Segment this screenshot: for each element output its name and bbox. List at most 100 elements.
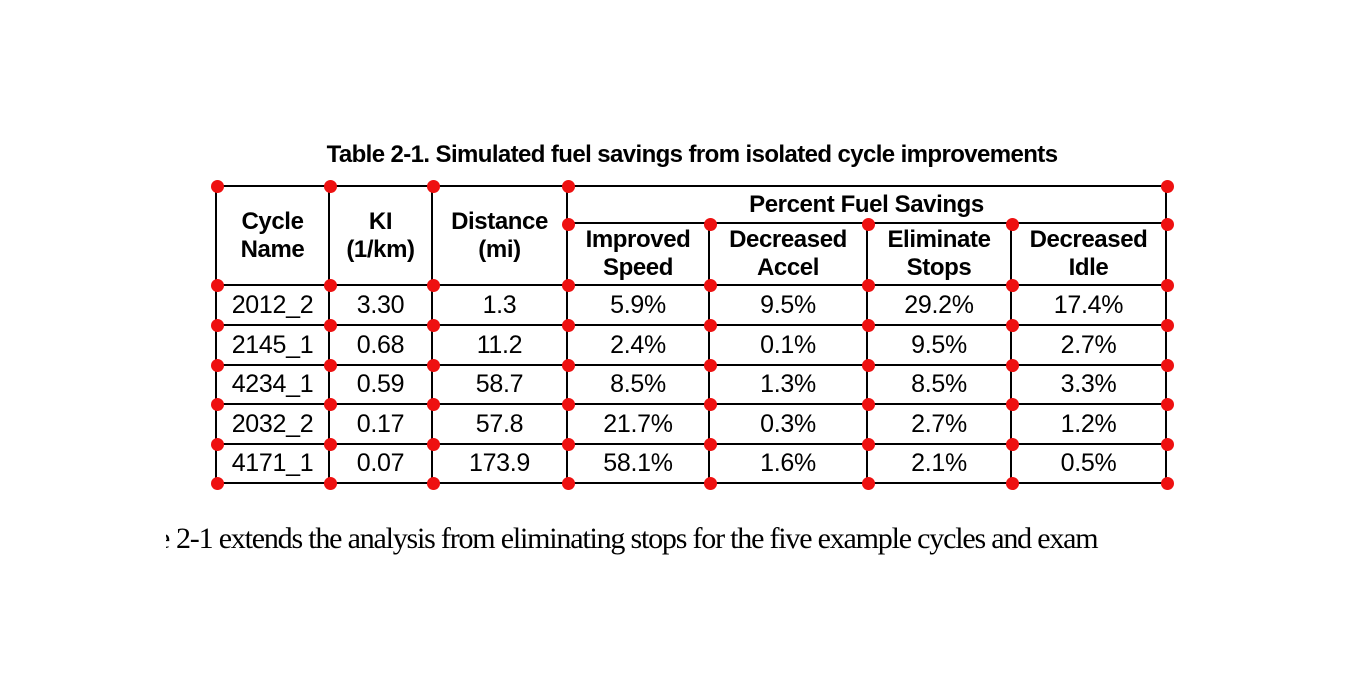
corner-keypoint bbox=[1005, 476, 1019, 490]
corner-keypoint bbox=[703, 358, 717, 372]
corner-keypoint bbox=[561, 217, 575, 231]
header-line: Stops bbox=[906, 254, 972, 281]
header-cell-decreased-accel: Decreased Accel bbox=[708, 222, 868, 286]
header-line: Decreased bbox=[1029, 226, 1148, 253]
data-cell-eliminate-stops: 8.5% bbox=[866, 364, 1012, 405]
table-header-row-group: Cycle Name KI (1/km) Distance (mi) Perce… bbox=[215, 185, 1167, 286]
corner-keypoint bbox=[861, 318, 875, 332]
data-cell-decreased-idle: 2.7% bbox=[1010, 324, 1167, 366]
data-cell-distance: 58.7 bbox=[431, 364, 568, 405]
corner-keypoint bbox=[861, 358, 875, 372]
data-cell-ki: 0.07 bbox=[328, 443, 433, 484]
corner-keypoint bbox=[1160, 358, 1174, 372]
corner-keypoint bbox=[861, 217, 875, 231]
data-cell-cycle-name: 2032_2 bbox=[215, 403, 330, 445]
data-cell-improved-speed: 58.1% bbox=[566, 443, 710, 484]
header-cell-ki: KI (1/km) bbox=[328, 185, 433, 286]
corner-keypoint bbox=[210, 358, 224, 372]
data-cell-decreased-accel: 1.3% bbox=[708, 364, 868, 405]
corner-keypoint bbox=[703, 437, 717, 451]
header-line: Name bbox=[240, 235, 305, 263]
data-cell-ki: 0.68 bbox=[328, 324, 433, 366]
table-caption: Table 2-1. Simulated fuel savings from i… bbox=[326, 141, 1058, 168]
corner-keypoint bbox=[861, 476, 875, 490]
corner-keypoint bbox=[561, 397, 575, 411]
data-cell-decreased-accel: 0.3% bbox=[708, 403, 868, 445]
corner-keypoint bbox=[210, 278, 224, 292]
corner-keypoint bbox=[703, 318, 717, 332]
table-row: 2032_2 0.17 57.8 21.7% 0.3% 2.7% 1.2% bbox=[215, 403, 1167, 445]
header-line: (mi) bbox=[478, 235, 521, 263]
corner-keypoint bbox=[561, 476, 575, 490]
header-cell-improved-speed: Improved Speed bbox=[566, 222, 710, 286]
data-cell-cycle-name: 2145_1 bbox=[215, 324, 330, 366]
corner-keypoint bbox=[210, 476, 224, 490]
table-header-row-sub: Improved Speed Decreased Accel Eliminate… bbox=[216, 222, 1167, 286]
data-cell-cycle-name: 4234_1 bbox=[215, 364, 330, 405]
data-cell-distance: 173.9 bbox=[431, 443, 568, 484]
data-cell-cycle-name: 4171_1 bbox=[215, 443, 330, 484]
header-line: Improved bbox=[585, 226, 691, 253]
body-text: 2-1 extends the analysis from eliminatin… bbox=[176, 522, 1099, 555]
corner-keypoint bbox=[210, 318, 224, 332]
data-cell-ki: 0.17 bbox=[328, 403, 433, 445]
header-line: Decreased bbox=[729, 226, 847, 253]
data-cell-decreased-accel: 9.5% bbox=[708, 284, 868, 326]
corner-keypoint bbox=[561, 437, 575, 451]
data-cell-distance: 1.3 bbox=[431, 284, 568, 326]
clipped-character: e bbox=[166, 518, 170, 560]
corner-keypoint bbox=[1160, 397, 1174, 411]
header-line: Speed bbox=[602, 254, 674, 281]
fuel-savings-table: Cycle Name KI (1/km) Distance (mi) Perce… bbox=[215, 185, 1167, 484]
corner-keypoint bbox=[1160, 179, 1174, 193]
corner-keypoint bbox=[323, 397, 337, 411]
corner-keypoint bbox=[561, 318, 575, 332]
data-cell-decreased-idle: 0.5% bbox=[1010, 443, 1167, 484]
data-cell-decreased-accel: 0.1% bbox=[708, 324, 868, 366]
corner-keypoint bbox=[210, 179, 224, 193]
data-cell-eliminate-stops: 2.1% bbox=[866, 443, 1012, 484]
corner-keypoint bbox=[426, 278, 440, 292]
header-cell-distance: Distance (mi) bbox=[431, 185, 568, 286]
table-row: 2012_2 3.30 1.3 5.9% 9.5% 29.2% 17.4% bbox=[215, 284, 1167, 326]
data-cell-eliminate-stops: 9.5% bbox=[866, 324, 1012, 366]
corner-keypoint bbox=[703, 476, 717, 490]
data-cell-improved-speed: 8.5% bbox=[566, 364, 710, 405]
data-cell-decreased-idle: 1.2% bbox=[1010, 403, 1167, 445]
corner-keypoint bbox=[1005, 278, 1019, 292]
corner-keypoint bbox=[426, 437, 440, 451]
clipped-character-fragment: e bbox=[166, 518, 172, 560]
corner-keypoint bbox=[426, 179, 440, 193]
header-line: Idle bbox=[1068, 254, 1109, 281]
data-cell-ki: 3.30 bbox=[328, 284, 433, 326]
header-line: Distance bbox=[451, 207, 548, 235]
corner-keypoint bbox=[1160, 318, 1174, 332]
body-text-line: e 2-1 extends the analysis from eliminat… bbox=[0, 518, 1366, 560]
data-cell-distance: 11.2 bbox=[431, 324, 568, 366]
corner-keypoint bbox=[426, 397, 440, 411]
corner-keypoint bbox=[1005, 318, 1019, 332]
corner-keypoint bbox=[1005, 397, 1019, 411]
corner-keypoint bbox=[1005, 217, 1019, 231]
header-cell-eliminate-stops: Eliminate Stops bbox=[866, 222, 1012, 286]
corner-keypoint bbox=[323, 318, 337, 332]
header-line: (1/km) bbox=[346, 235, 415, 263]
header-line: Accel bbox=[756, 254, 820, 281]
corner-keypoint bbox=[323, 437, 337, 451]
corner-keypoint bbox=[426, 318, 440, 332]
corner-keypoint bbox=[210, 437, 224, 451]
corner-keypoint bbox=[703, 217, 717, 231]
data-cell-distance: 57.8 bbox=[431, 403, 568, 445]
data-cell-decreased-idle: 17.4% bbox=[1010, 284, 1167, 326]
data-cell-eliminate-stops: 2.7% bbox=[866, 403, 1012, 445]
data-cell-improved-speed: 2.4% bbox=[566, 324, 710, 366]
corner-keypoint bbox=[210, 397, 224, 411]
data-cell-decreased-accel: 1.6% bbox=[708, 443, 868, 484]
data-cell-decreased-idle: 3.3% bbox=[1010, 364, 1167, 405]
header-line: KI bbox=[368, 207, 393, 235]
corner-keypoint bbox=[1005, 358, 1019, 372]
corner-keypoint bbox=[703, 397, 717, 411]
data-cell-improved-speed: 21.7% bbox=[566, 403, 710, 445]
corner-keypoint bbox=[561, 358, 575, 372]
corner-keypoint bbox=[323, 358, 337, 372]
